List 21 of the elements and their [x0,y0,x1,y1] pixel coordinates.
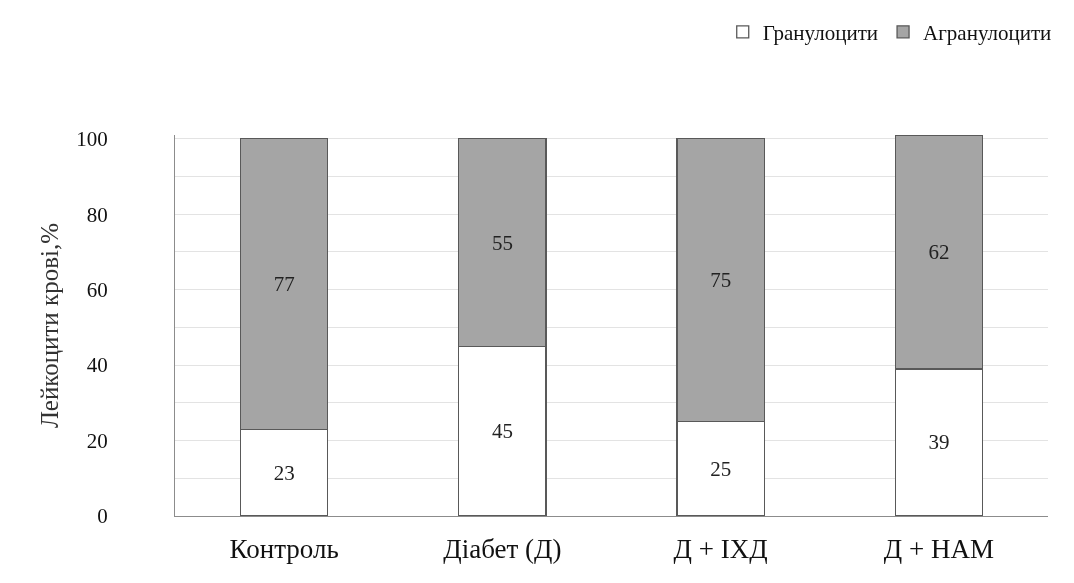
data-label: 23 [273,460,295,485]
x-tick-label: Д + НАМ [883,533,994,564]
y-tick-label: 40 [86,353,108,378]
y-tick-label: 60 [86,278,108,303]
data-label: 25 [710,456,732,481]
x-tick-label: Д + ІХД [673,533,768,564]
y-tick-label: 0 [97,504,108,529]
data-label: 77 [273,272,295,297]
data-label: 62 [928,239,950,264]
y-tick-label: 80 [86,202,108,227]
x-tick-label: Контроль [229,533,339,564]
data-label: 39 [928,430,950,455]
x-tick-label: Діабет (Д) [443,533,562,564]
legend-label: Агранулоцити [923,20,1052,45]
legend-label: Гранулоцити [762,20,879,45]
data-label: 45 [491,419,513,444]
y-axis-title: Лейкоцити крові,% [35,223,63,428]
y-tick-label: 100 [76,127,108,152]
y-tick-label: 20 [86,428,108,453]
data-label: 55 [491,230,513,255]
data-label: 75 [710,268,732,293]
